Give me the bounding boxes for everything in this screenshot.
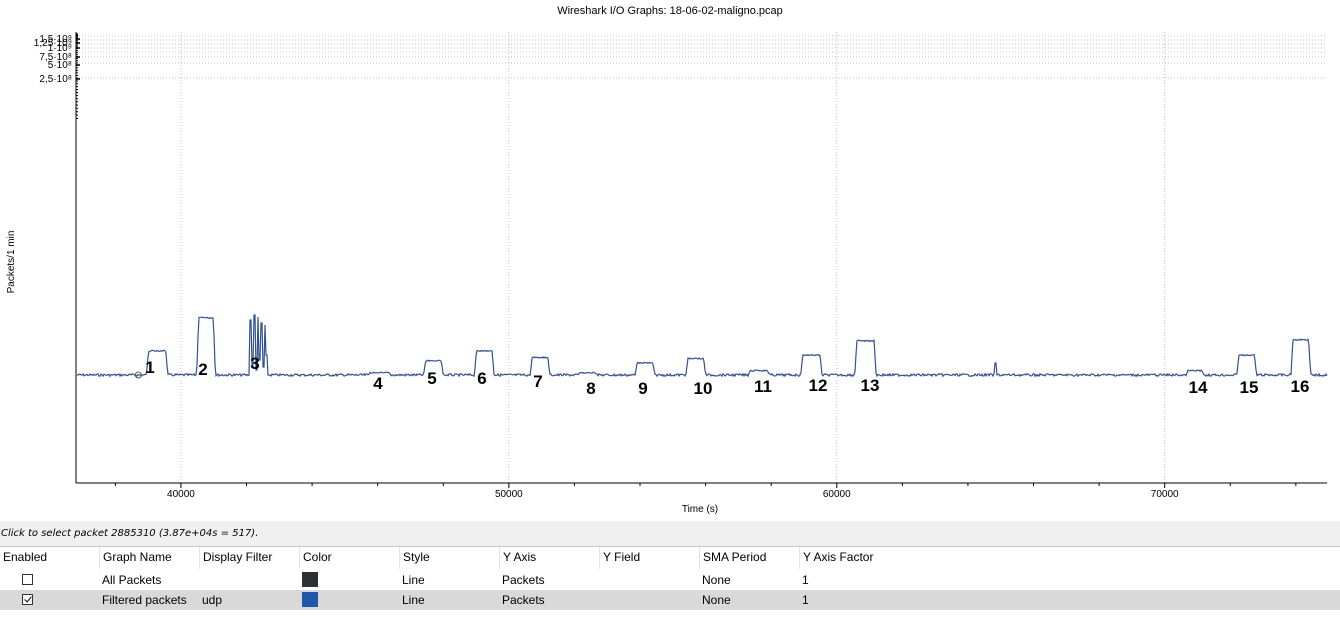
style-cell[interactable]: Line bbox=[402, 573, 425, 587]
sma-period-cell[interactable]: None bbox=[702, 573, 731, 587]
status-text: Click to select packet 2885310 (3.87e+04… bbox=[1, 528, 259, 539]
annotation-label: 11 bbox=[754, 377, 772, 396]
y-tick-label: 1,25·10⁹ bbox=[34, 38, 72, 49]
style-cell[interactable]: Line bbox=[402, 593, 425, 607]
y-tick-label: 1,5·10⁹ bbox=[39, 34, 72, 45]
y-axis-cell[interactable]: Packets bbox=[502, 573, 545, 587]
x-axis-label: Time (s) bbox=[682, 504, 718, 515]
enabled-checkbox[interactable] bbox=[22, 594, 33, 605]
annotation-label: 3 bbox=[250, 354, 259, 373]
annotation-label: 4 bbox=[373, 374, 383, 393]
header-style[interactable]: Style bbox=[400, 547, 500, 569]
annotation-label: 2 bbox=[198, 360, 207, 379]
header-graph-name[interactable]: Graph Name bbox=[100, 547, 200, 569]
graph-table[interactable]: Enabled Graph Name Display Filter Color … bbox=[0, 547, 1340, 620]
annotation-label: 14 bbox=[1189, 378, 1208, 397]
table-row[interactable]: Filtered packets udp Line Packets None 1 bbox=[0, 590, 1340, 610]
annotation-label: 9 bbox=[638, 379, 647, 398]
annotation-label: 15 bbox=[1240, 378, 1259, 397]
annotation-label: 7 bbox=[533, 372, 542, 391]
header-display-filter[interactable]: Display Filter bbox=[200, 547, 300, 569]
y-axis-factor-cell[interactable]: 1 bbox=[802, 593, 809, 607]
header-y-axis-factor[interactable]: Y Axis Factor bbox=[803, 550, 874, 564]
io-graph-canvas[interactable]: Wireshark I/O Graphs: 18-06-02-maligno.p… bbox=[0, 0, 1340, 520]
sma-period-cell[interactable]: None bbox=[702, 593, 731, 607]
series-line-filtered-packets bbox=[76, 314, 1328, 378]
color-swatch[interactable] bbox=[302, 572, 318, 587]
display-filter-cell[interactable]: udp bbox=[202, 593, 223, 607]
graph-table-header: Enabled Graph Name Display Filter Color … bbox=[0, 547, 1340, 569]
header-y-axis[interactable]: Y Axis bbox=[500, 547, 600, 569]
status-bar: Click to select packet 2885310 (3.87e+04… bbox=[0, 521, 1340, 547]
selected-packet-marker bbox=[134, 371, 142, 379]
header-y-field[interactable]: Y Field bbox=[600, 547, 700, 569]
annotation-label: 16 bbox=[1291, 377, 1310, 396]
header-enabled[interactable]: Enabled bbox=[0, 547, 100, 569]
y-tick-label: 7,5·10⁸ bbox=[39, 52, 72, 63]
annotation-label: 13 bbox=[861, 376, 880, 395]
graph-name-cell[interactable]: All Packets bbox=[102, 573, 162, 587]
y-tick-label: 1·10⁹ bbox=[48, 43, 72, 54]
enabled-checkbox[interactable] bbox=[22, 574, 33, 585]
graph-name-cell[interactable]: Filtered packets bbox=[102, 593, 187, 607]
annotation-label: 1 bbox=[145, 358, 154, 377]
annotation-label: 10 bbox=[694, 379, 713, 398]
y-axis-cell[interactable]: Packets bbox=[502, 593, 545, 607]
x-tick-label: 50000 bbox=[495, 489, 523, 500]
io-graph-plot[interactable]: Wireshark I/O Graphs: 18-06-02-maligno.p… bbox=[0, 0, 1340, 520]
annotation-label: 12 bbox=[809, 376, 828, 395]
chart-title: Wireshark I/O Graphs: 18-06-02-maligno.p… bbox=[557, 5, 783, 17]
annotation-label: 6 bbox=[477, 369, 486, 388]
header-color[interactable]: Color bbox=[300, 547, 400, 569]
color-swatch[interactable] bbox=[302, 592, 318, 607]
table-row[interactable]: All Packets Line Packets None 1 bbox=[0, 570, 1340, 590]
annotation-label: 5 bbox=[427, 369, 436, 388]
y-axis-factor-cell[interactable]: 1 bbox=[802, 573, 809, 587]
x-tick-label: 40000 bbox=[167, 489, 195, 500]
x-tick-label: 60000 bbox=[823, 489, 851, 500]
annotation-label: 8 bbox=[586, 379, 595, 398]
header-sma-period[interactable]: SMA Period bbox=[700, 547, 800, 569]
y-tick-label: 2,5·10⁸ bbox=[39, 74, 72, 85]
x-tick-label: 70000 bbox=[1151, 489, 1179, 500]
y-axis-label: Packets/1 min bbox=[6, 231, 17, 294]
y-tick-label: 5·10⁸ bbox=[48, 60, 72, 71]
